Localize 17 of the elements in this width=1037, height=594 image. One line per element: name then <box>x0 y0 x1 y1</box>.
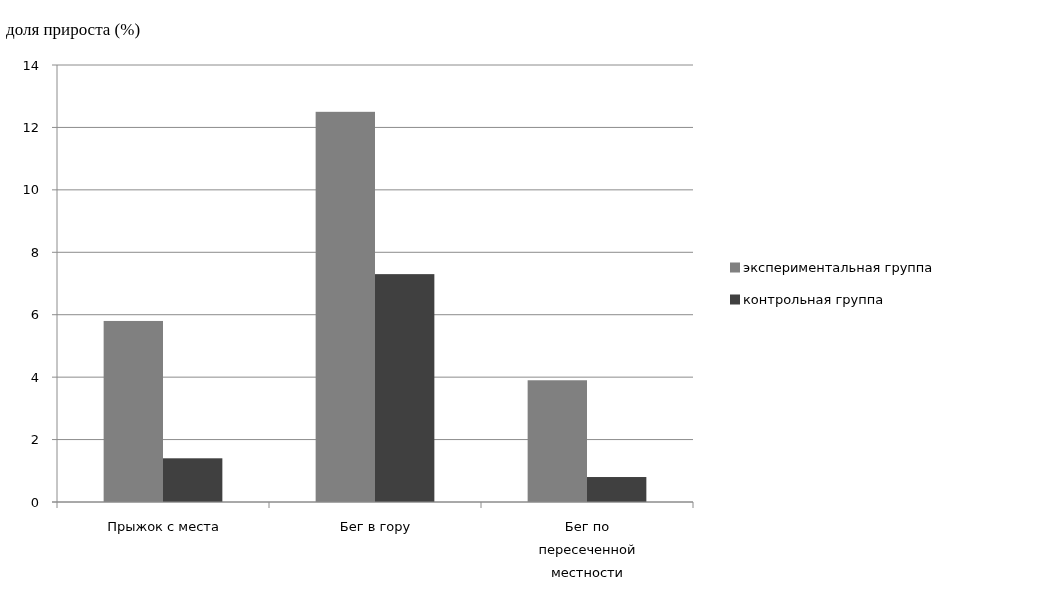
x-tick-label: Бег в гору <box>339 519 411 534</box>
legend-label: экспериментальная группа <box>743 260 933 276</box>
y-tick-label: 2 <box>30 432 39 448</box>
bar <box>163 458 223 502</box>
x-tick-label: Бег по пересеченной местности <box>538 519 636 580</box>
y-tick-label: 12 <box>22 119 39 135</box>
bar <box>587 477 647 502</box>
y-tick-label: 6 <box>30 307 39 323</box>
y-tick-label: 0 <box>30 494 39 510</box>
y-tick-label: 4 <box>30 369 39 385</box>
x-tick-label: Прыжок с места <box>107 519 219 534</box>
legend-label: контрольная группа <box>743 292 884 308</box>
y-tick-label: 10 <box>22 182 39 198</box>
bar <box>375 274 435 502</box>
y-tick-label: 8 <box>30 244 39 260</box>
y-tick-label: 14 <box>22 57 39 73</box>
y-axis-title: доля прироста (%) <box>6 20 141 39</box>
